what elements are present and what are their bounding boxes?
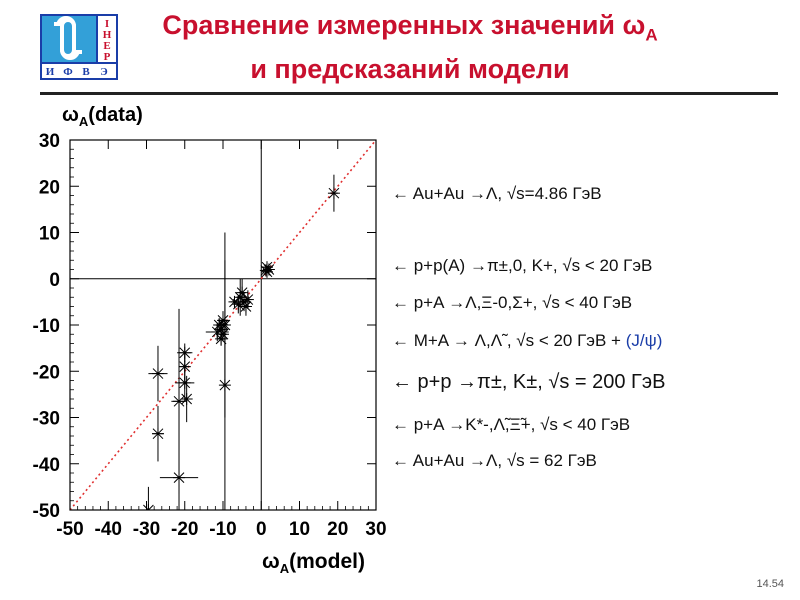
data-point <box>228 295 241 308</box>
x-tick-label: 0 <box>256 519 267 540</box>
x-tick-label: -40 <box>95 519 122 540</box>
x-axis-label: ωA(model) <box>262 550 365 577</box>
y-tick-label: -10 <box>33 316 60 337</box>
annotation-4-jpsi: (J/ψ) <box>625 331 663 350</box>
slide-title: Сравнение измеренных значений ωA и предс… <box>130 8 690 86</box>
title-line2: и предсказаний модели <box>250 54 570 85</box>
annotation-5: ← p+p →π±, K±, √s = 200 ГэВ <box>392 371 666 393</box>
y-tick-label: -20 <box>33 362 60 383</box>
scatter-chart: -50 -40 -30 -20 -10 0 10 20 30 -50 -40 -30 -20 -10 0 10… <box>33 131 387 540</box>
data-point <box>239 297 252 316</box>
logo-letter: Ф <box>63 66 73 78</box>
title-line1-sub: A <box>645 25 658 45</box>
logo-letter: I <box>105 18 109 30</box>
y-axis-label: ωA(data) <box>62 104 143 129</box>
data-point <box>241 290 254 309</box>
data-point <box>159 385 199 510</box>
data-point <box>234 278 247 316</box>
y-tick-label: 30 <box>39 131 60 152</box>
y-tick-label: -40 <box>33 455 60 476</box>
annotation-3: ← p+A →Λ,Ξ-0,Σ+, √s < 40 ГэВ <box>392 293 633 312</box>
x-tick-label: -20 <box>171 519 198 540</box>
data-point <box>175 364 195 402</box>
data-point <box>180 375 193 423</box>
logo-letter: E <box>103 40 110 52</box>
page-number: 14.54 <box>756 578 784 590</box>
x-tick-label: -30 <box>133 519 160 540</box>
annotation-2: ← p+p(A) →π±,0, K+, √s < 20 ГэВ <box>392 256 653 275</box>
data-points <box>142 174 340 510</box>
logo-letter: H <box>103 29 112 41</box>
x-tick-label: 20 <box>327 519 348 540</box>
y-tick-label: 20 <box>39 177 60 198</box>
annotation-4: ← M+A → Λ,Λ̃ , √s < 20 ГэВ + (J/ψ) <box>392 331 663 350</box>
data-point <box>218 260 231 510</box>
logo-letter: В <box>82 66 90 78</box>
title-divider <box>40 92 778 95</box>
data-point <box>142 486 155 510</box>
x-tick-label: -10 <box>209 519 236 540</box>
data-point <box>148 345 168 402</box>
y-tick-label: -30 <box>33 409 60 430</box>
x-tick-label: 30 <box>365 519 386 540</box>
data-point <box>327 174 340 212</box>
annotation-1: ← Au+Au →Λ, √s=4.86 ГэВ <box>392 184 602 203</box>
logo-letter: Э <box>100 66 107 78</box>
y-tick-label: 10 <box>39 224 60 245</box>
data-point <box>151 405 164 462</box>
y-tick-label: 0 <box>49 270 60 291</box>
x-tick-label: 10 <box>289 519 310 540</box>
x-tick-label: -50 <box>56 519 83 540</box>
y-tick-label: -50 <box>33 501 60 522</box>
data-point <box>262 263 275 276</box>
annotation-7: ← Au+Au →Λ, √s = 62 ГэВ <box>392 451 597 470</box>
logo-letter: P <box>104 51 111 63</box>
title-line1: Сравнение измеренных значений ω <box>162 10 646 40</box>
logo-letter: И <box>46 66 55 78</box>
annotation-6: ← p+A →K*-,Λ̃,Ξ̃+, √s < 40 ГэВ <box>392 415 631 434</box>
